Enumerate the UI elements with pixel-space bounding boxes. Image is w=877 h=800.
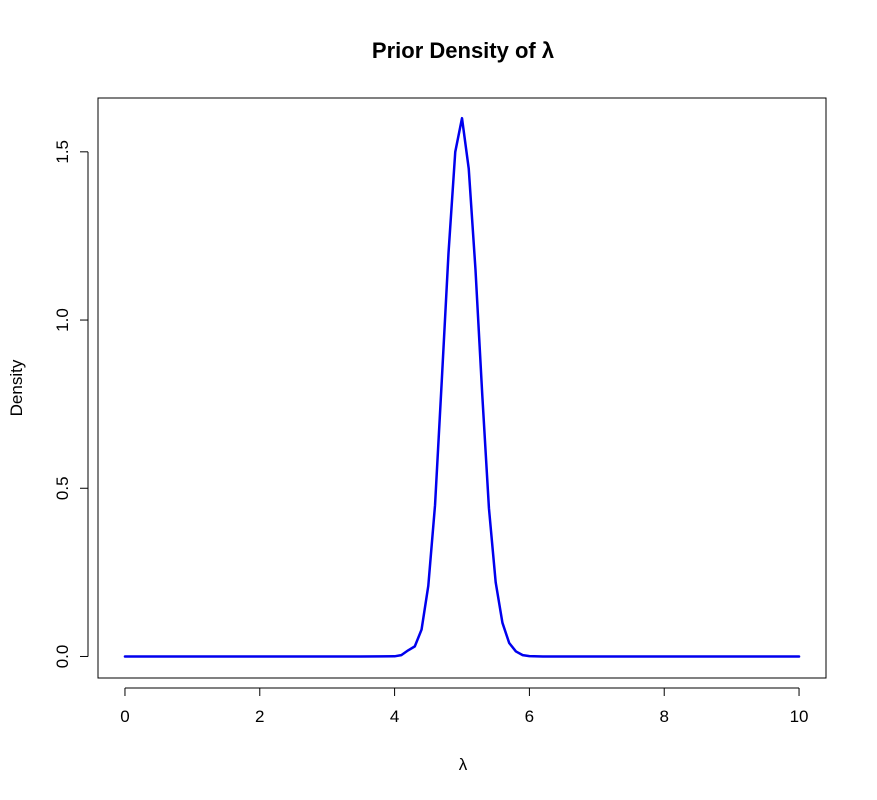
series-layer <box>123 116 801 658</box>
plot-frame <box>97 97 827 679</box>
y-tick-label: 0.0 <box>53 645 72 669</box>
y-tick-label: 1.0 <box>53 308 72 332</box>
x-tick-label: 0 <box>120 707 129 726</box>
x-tick-label: 4 <box>390 707 399 726</box>
y-tick-label: 1.5 <box>53 140 72 164</box>
x-tick-label: 8 <box>659 707 668 726</box>
x-tick-label: 2 <box>255 707 264 726</box>
y-axis: 0.0 0.5 1.0 1.5 <box>53 140 89 669</box>
chart-title: Prior Density of λ <box>372 38 554 63</box>
x-axis: 0 2 4 6 8 10 <box>120 687 809 726</box>
y-tick-label: 0.5 <box>53 476 72 500</box>
x-axis-label: λ <box>459 755 468 774</box>
density-line <box>123 116 801 658</box>
x-tick-label: 10 <box>790 707 809 726</box>
y-axis-label: Density <box>7 359 26 416</box>
x-tick-label: 6 <box>525 707 534 726</box>
